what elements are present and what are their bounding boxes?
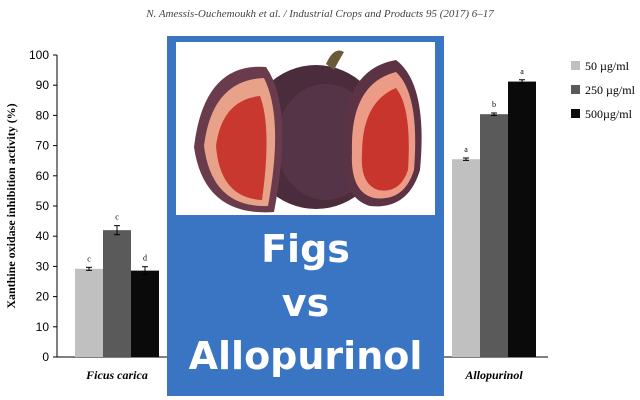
bar — [508, 81, 536, 358]
significance-letter: d — [143, 254, 147, 263]
y-tick-label: 50 — [36, 199, 50, 213]
bar — [75, 268, 103, 357]
y-tick-label: 40 — [36, 229, 50, 243]
chart-bars — [75, 79, 536, 358]
legend-swatch — [571, 109, 580, 118]
legend-label: 50 µg/ml — [585, 59, 630, 73]
title-overlay: Figs vs Allopurinol — [167, 36, 444, 396]
y-tick-label: 30 — [36, 259, 50, 273]
bar — [103, 230, 131, 357]
overlay-title-figs: Figs — [261, 227, 350, 271]
significance-letter: c — [115, 213, 119, 222]
chart-labels: 0 10 20 30 40 50 60 70 80 90 100 Xanthine oxidase i… — [4, 48, 524, 382]
fig-fruit-icon — [194, 50, 422, 213]
significance-letter: b — [492, 100, 496, 109]
fig-photo — [176, 42, 435, 215]
y-tick-label: 100 — [29, 48, 49, 62]
legend-label: 500µg/ml — [585, 107, 633, 121]
significance-letter: c — [87, 254, 91, 263]
overlay-title-allopurinol: Allopurinol — [188, 334, 423, 378]
significance-letter: a — [520, 67, 524, 76]
y-tick-label: 60 — [36, 169, 50, 183]
significance-letter: a — [464, 145, 468, 154]
y-tick-label: 90 — [36, 78, 50, 92]
y-tick-label: 70 — [36, 139, 50, 153]
legend-swatch — [571, 85, 580, 94]
y-tick-label: 10 — [36, 320, 50, 334]
y-tick-label: 80 — [36, 108, 50, 122]
y-tick-label: 20 — [36, 290, 50, 304]
legend-label: 250 µg/ml — [585, 83, 636, 97]
category-label: Allopurinol — [464, 368, 523, 382]
category-label: Ficus carica — [85, 368, 148, 382]
y-axis-label: Xanthine oxidase inhibition activity (%) — [4, 103, 18, 308]
y-tick-label: 0 — [42, 350, 49, 364]
legend-swatch — [571, 61, 580, 70]
bar — [480, 114, 508, 357]
bar — [131, 270, 159, 357]
chart-legend: 50 µg/ml 250 µg/ml 500µg/ml — [571, 59, 636, 121]
overlay-title-vs: vs — [281, 281, 330, 325]
citation-header: N. Amessis-Ouchemoukh et al. / Industria… — [146, 8, 494, 20]
bar — [452, 159, 480, 357]
